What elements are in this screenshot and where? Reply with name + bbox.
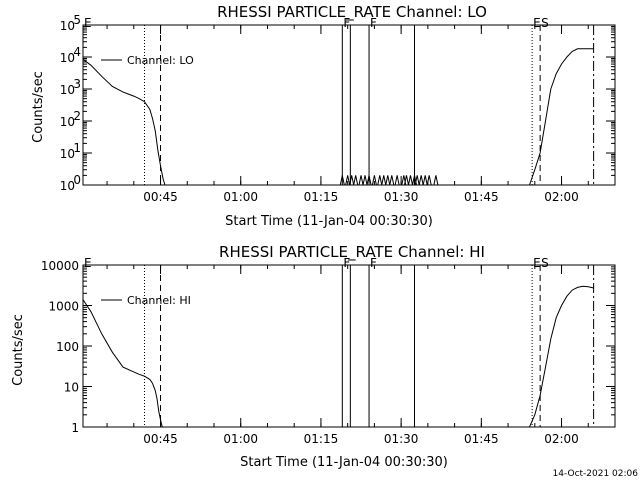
event-marker-label: E bbox=[84, 16, 92, 30]
panel-lo: RHESSI PARTICLE_RATE Channel: LO Start T… bbox=[31, 3, 616, 229]
y-tick-label: 10 bbox=[60, 51, 75, 65]
event-marker-label: F bbox=[343, 16, 350, 30]
y-tick-label: 10000 bbox=[41, 259, 79, 273]
y-tick-label: 10 bbox=[60, 83, 75, 97]
plot-frame bbox=[82, 24, 616, 186]
x-tick-label: 01:30 bbox=[384, 190, 419, 204]
noise-spike bbox=[426, 175, 432, 186]
x-tick-label: 01:00 bbox=[223, 190, 258, 204]
y-tick-label: 10 bbox=[64, 381, 79, 395]
noise-spike bbox=[422, 175, 428, 186]
y-tick-label: 10 bbox=[60, 147, 75, 161]
noise-spike bbox=[407, 175, 413, 186]
panel-hi: RHESSI PARTICLE_RATE Channel: HI Start T… bbox=[11, 243, 616, 470]
x-tick-label: 02:00 bbox=[544, 190, 579, 204]
x-tick-label: 01:15 bbox=[304, 432, 339, 446]
noise-spike bbox=[353, 175, 359, 186]
noise-spike bbox=[403, 175, 409, 186]
x-tick-label: 00:45 bbox=[143, 190, 178, 204]
noise-spike bbox=[371, 175, 377, 186]
x-tick-label: 01:00 bbox=[223, 432, 258, 446]
noise-spike bbox=[377, 175, 383, 186]
generation-timestamp: 14-Oct-2021 02:06 bbox=[553, 469, 639, 479]
event-marker-label: S bbox=[541, 16, 549, 30]
noise-spike bbox=[385, 175, 391, 186]
event-marker-label: F bbox=[343, 256, 350, 270]
y-tick-exponent: 2 bbox=[73, 109, 81, 123]
event-marker-label: S bbox=[541, 256, 549, 270]
y-tick-exponent: 1 bbox=[73, 141, 81, 155]
y-tick-label: 100 bbox=[56, 340, 79, 354]
noise-spike bbox=[358, 175, 364, 186]
y-tick-exponent: 5 bbox=[73, 13, 81, 27]
noise-spike bbox=[381, 175, 387, 186]
chart-title-hi: RHESSI PARTICLE_RATE Channel: HI bbox=[219, 243, 485, 262]
y-tick-label: 10 bbox=[60, 179, 75, 193]
series-line-hi bbox=[529, 285, 594, 428]
noise-spike bbox=[433, 175, 439, 186]
event-marker-label: E bbox=[533, 16, 541, 30]
noise-spike bbox=[349, 175, 355, 186]
y-tick-exponent: 3 bbox=[73, 77, 81, 91]
x-tick-label: 00:45 bbox=[143, 432, 178, 446]
x-tick-label: 01:45 bbox=[464, 432, 499, 446]
series-line-lo bbox=[529, 48, 594, 186]
y-tick-exponent: 0 bbox=[73, 173, 81, 187]
x-tick-label: 01:45 bbox=[464, 190, 499, 204]
noise-spike bbox=[345, 175, 351, 186]
event-marker-label: F bbox=[370, 16, 377, 30]
noise-spike bbox=[394, 175, 400, 186]
x-tick-label: 01:15 bbox=[304, 190, 339, 204]
x-tick-label: 01:30 bbox=[384, 432, 419, 446]
y-tick-label: 1 bbox=[71, 421, 79, 435]
noise-spike bbox=[418, 175, 424, 186]
noise-spike bbox=[389, 175, 395, 186]
y-tick-label: 10 bbox=[60, 115, 75, 129]
x-axis-label-lo: Start Time (11-Jan-04 00:30:30) bbox=[225, 214, 433, 229]
noise-spike bbox=[339, 175, 345, 186]
series-line-hi bbox=[82, 299, 163, 428]
legend-label: Channel: LO bbox=[127, 54, 194, 67]
chart-title-lo: RHESSI PARTICLE_RATE Channel: LO bbox=[217, 3, 487, 22]
event-marker-label: E bbox=[533, 256, 541, 270]
series-line-lo bbox=[82, 58, 166, 186]
y-tick-exponent: 4 bbox=[73, 45, 81, 59]
y-axis-label-lo: Counts/sec bbox=[31, 71, 46, 143]
y-tick-label: 10 bbox=[60, 19, 75, 33]
plot-frame bbox=[82, 264, 616, 428]
x-axis-label-hi: Start Time (11-Jan-04 00:30:30) bbox=[240, 455, 448, 470]
y-tick-label: 1000 bbox=[48, 300, 79, 314]
legend-label: Channel: HI bbox=[127, 294, 191, 307]
x-tick-label: 02:00 bbox=[544, 432, 579, 446]
y-axis-label-hi: Counts/sec bbox=[11, 314, 26, 386]
noise-spike bbox=[362, 175, 368, 186]
event-marker-label: E bbox=[84, 256, 92, 270]
event-marker-label: F bbox=[370, 256, 377, 270]
noise-spike bbox=[366, 175, 372, 186]
noise-spike bbox=[414, 175, 420, 186]
